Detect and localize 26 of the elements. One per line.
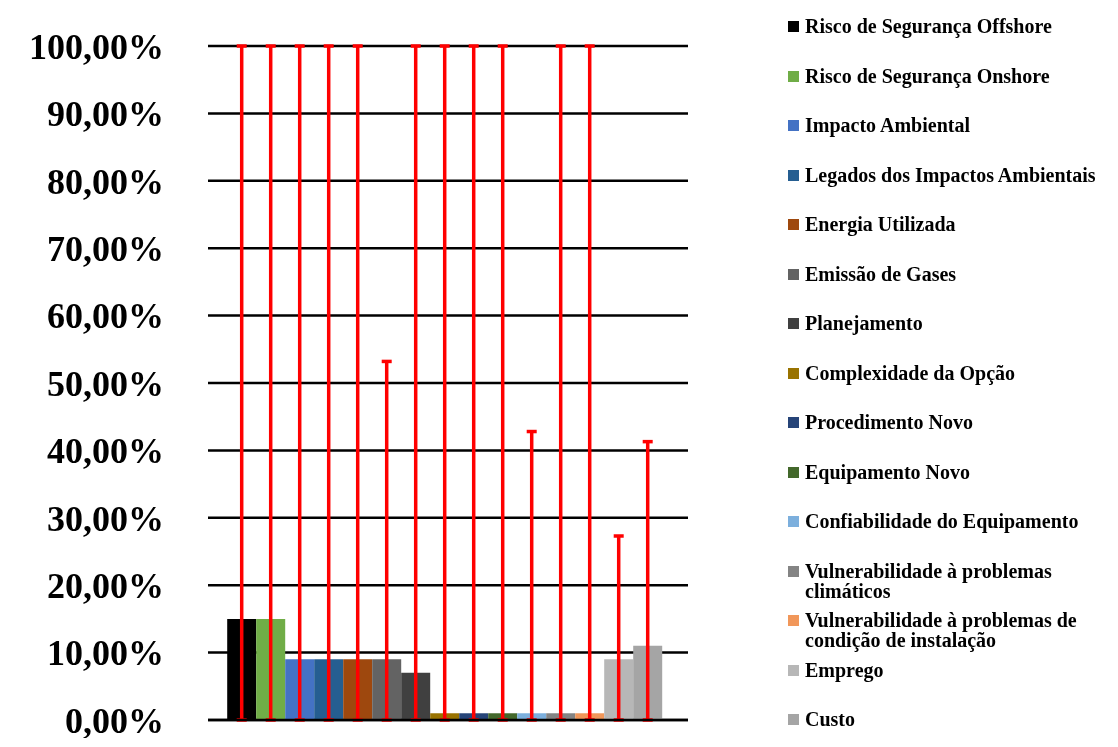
y-tick-label: 30,00% xyxy=(47,498,164,539)
legend-label: Equipamento Novo xyxy=(805,460,971,483)
y-tick-label: 90,00% xyxy=(47,94,164,135)
legend-label: Complexidade da Opção xyxy=(805,361,1016,384)
legend-label: Procedimento Novo xyxy=(805,411,973,433)
legend-label: Vulnerabilidade à problemas climáticos xyxy=(805,559,1053,602)
legend-label: Emissão de Gases xyxy=(805,262,957,285)
y-tick-label: 40,00% xyxy=(47,431,164,472)
legend-label: Planejamento xyxy=(805,312,923,334)
y-tick-label: 70,00% xyxy=(47,228,164,269)
legend-label: Impacto Ambiental xyxy=(805,114,970,136)
legend-label: Legados dos Impactos Ambientais xyxy=(805,163,1096,186)
legend-label: Risco de Segurança Onshore xyxy=(805,64,1050,87)
y-tick-label: 80,00% xyxy=(47,161,164,202)
legend-label: Vulnerabilidade à problemas de condição de instalação xyxy=(805,609,1078,651)
y-tick-label: 50,00% xyxy=(47,363,164,404)
y-tick-label: 60,00% xyxy=(47,296,164,337)
legend-label: Energia Utilizada xyxy=(805,213,956,235)
y-tick-label: 20,00% xyxy=(47,565,164,606)
y-tick-label: 10,00% xyxy=(47,633,164,674)
legend-label: Custo xyxy=(805,708,856,730)
legend-label: Emprego xyxy=(805,658,884,681)
y-tick-label: 100,00% xyxy=(29,26,164,67)
legend-label: Confiabilidade do Equipamento xyxy=(805,510,1079,532)
legend-label: Risco de Segurança Offshore xyxy=(805,15,1052,37)
y-tick-label: 0,00% xyxy=(65,700,164,741)
